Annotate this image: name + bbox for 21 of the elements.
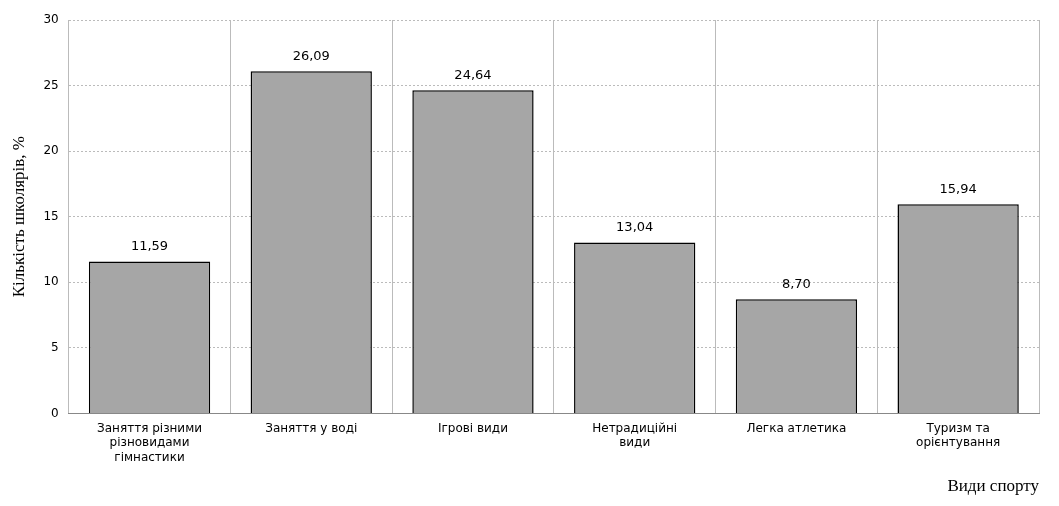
x-tick-label: Заняття у воді (265, 420, 358, 435)
x-axis-title: Види спорту (947, 476, 1040, 496)
y-tick-label: 0 (51, 405, 59, 420)
data-label: 13,04 (616, 219, 654, 235)
data-label: 11,59 (130, 238, 169, 254)
y-tick-label: 25 (43, 77, 59, 92)
y-tick-label: 30 (43, 12, 59, 27)
y-tick-label: 5 (51, 339, 59, 354)
y-tick-label: 10 (43, 274, 59, 289)
y-axis-title: Кількість школярів, % (8, 136, 28, 298)
x-tick-label: Ігрові види (437, 420, 508, 435)
data-label: 8,70 (781, 276, 811, 292)
y-tick-label: 20 (43, 143, 59, 158)
data-label: 24,64 (454, 67, 492, 83)
data-label: 15,94 (939, 181, 977, 197)
y-tick-label: 15 (43, 208, 59, 223)
x-tick-label: Легка атлетика (746, 420, 847, 435)
x-tick-label: Нетрадиційні види (592, 420, 678, 450)
x-tick-label: Заняття різними різновидами гімнастики (97, 420, 203, 464)
x-tick-label: Туризм та орієнтування (916, 420, 1001, 450)
data-label: 26,09 (292, 48, 330, 64)
